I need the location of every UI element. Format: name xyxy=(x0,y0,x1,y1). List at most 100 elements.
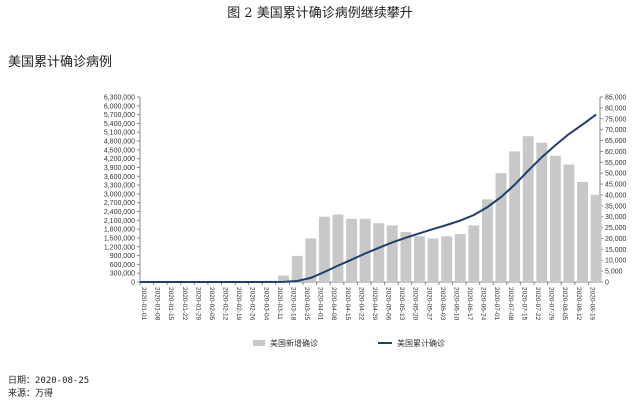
x-axis-tick-label: 2020-05-06 xyxy=(385,287,392,321)
x-axis-tick-label: 2020-07-15 xyxy=(520,287,527,321)
right-axis-tick-label: 75,000 xyxy=(605,116,627,123)
x-axis-tick-label: 2020-01-08 xyxy=(154,287,161,321)
footer: 日期：2020-08-25 来源：万得 xyxy=(8,375,89,401)
left-axis-tick-label: 5,100,000 xyxy=(104,130,135,137)
x-axis-tick-label: 2020-02-26 xyxy=(249,287,256,321)
x-axis-tick-label: 2020-02-19 xyxy=(235,287,242,321)
left-axis-tick-label: 5,400,000 xyxy=(104,121,135,128)
left-axis-tick-label: 600,000 xyxy=(110,262,135,269)
new-cases-bar xyxy=(305,238,317,282)
x-axis-tick-label: 2020-08-05 xyxy=(561,287,568,321)
x-axis-tick-label: 2020-04-29 xyxy=(371,287,378,321)
x-axis-tick-label: 2020-04-01 xyxy=(317,287,324,321)
x-axis-tick-label: 2020-03-25 xyxy=(303,287,310,321)
left-axis-tick-label: 6,000,000 xyxy=(104,103,135,110)
new-cases-bar xyxy=(495,173,507,282)
right-axis-tick-label: 20,000 xyxy=(605,236,627,243)
x-axis-tick-label: 2020-03-11 xyxy=(276,287,283,320)
new-cases-bar xyxy=(318,216,330,282)
x-axis-tick-label: 2020-03-04 xyxy=(262,287,269,321)
right-axis-tick-label: 40,000 xyxy=(605,192,627,199)
x-axis-tick-label: 2020-05-27 xyxy=(425,287,432,321)
right-axis-tick-label: 30,000 xyxy=(605,214,627,221)
x-axis-tick-label: 2020-01-29 xyxy=(194,287,201,321)
left-axis-tick-label: 4,500,000 xyxy=(104,147,135,154)
left-axis-tick-label: 4,800,000 xyxy=(104,139,135,146)
left-axis-tick-label: 2,400,000 xyxy=(104,209,135,216)
new-cases-bar xyxy=(291,255,303,282)
x-axis-tick-label: 2020-08-19 xyxy=(588,287,595,321)
right-axis-tick-label: 55,000 xyxy=(605,160,627,167)
left-axis-tick-label: 4,200,000 xyxy=(104,156,135,163)
right-axis-tick-label: 70,000 xyxy=(605,127,627,134)
x-axis-tick-label: 2020-02-05 xyxy=(208,287,215,321)
x-axis-tick-label: 2020-01-01 xyxy=(140,287,147,321)
left-axis-tick-label: 300,000 xyxy=(110,271,135,278)
chart-title: 美国累计确诊病例 xyxy=(8,55,113,70)
left-axis-tick-label: 3,000,000 xyxy=(104,191,135,198)
new-cases-bar xyxy=(400,231,412,282)
cumulative-cases-line xyxy=(140,113,597,283)
left-axis-tick-label: 3,300,000 xyxy=(104,183,135,190)
x-axis-tick-label: 2020-04-15 xyxy=(344,287,351,321)
right-axis-tick-label: 45,000 xyxy=(605,182,627,189)
x-axis-tick-label: 2020-07-29 xyxy=(548,287,555,321)
right-axis-tick-label: 25,000 xyxy=(605,225,627,232)
left-axis-tick-label: 1,200,000 xyxy=(104,244,135,251)
x-axis-tick-label: 2020-05-13 xyxy=(398,287,405,321)
right-axis-tick-label: 65,000 xyxy=(605,138,627,145)
legend-label-cumulative: 美国累计确诊 xyxy=(397,338,445,348)
x-axis-tick-label: 2020-07-22 xyxy=(534,287,541,321)
x-axis-tick-label: 2020-01-15 xyxy=(167,287,174,321)
right-axis-tick-label: 5,000 xyxy=(605,269,623,276)
x-axis-tick-label: 2020-06-10 xyxy=(452,287,459,321)
x-axis-tick-label: 2020-06-03 xyxy=(439,287,446,321)
footer-source: 来源：万得 xyxy=(8,389,54,399)
x-axis-tick-label: 2020-06-17 xyxy=(466,287,473,321)
x-axis-tick-label: 2020-01-22 xyxy=(181,287,188,321)
new-cases-bar xyxy=(414,236,425,282)
left-axis-tick-label: 6,300,000 xyxy=(104,95,135,102)
left-axis-tick-label: 2,100,000 xyxy=(104,218,135,225)
x-axis-tick-label: 2020-07-01 xyxy=(493,287,500,321)
x-axis-tick-label: 2020-03-18 xyxy=(289,287,296,321)
new-cases-bar xyxy=(386,225,398,282)
new-cases-bar xyxy=(427,238,439,282)
x-axis-tick-label: 2020-08-12 xyxy=(575,287,582,321)
right-axis-tick-label: 10,000 xyxy=(605,258,627,265)
right-axis-tick-label: 35,000 xyxy=(605,203,627,210)
x-axis-tick-label: 2020-07-08 xyxy=(507,287,514,321)
footer-date: 日期：2020-08-25 xyxy=(8,376,90,386)
x-axis-tick-label: 2020-05-20 xyxy=(412,287,419,321)
left-axis-tick-label: 3,900,000 xyxy=(104,165,135,172)
new-cases-bar xyxy=(359,218,371,282)
left-axis-tick-label: 5,700,000 xyxy=(104,112,135,119)
new-cases-bar xyxy=(373,223,385,282)
x-axis-tick-label: 2020-02-12 xyxy=(222,287,229,321)
new-cases-bar xyxy=(346,218,357,282)
x-axis-tick-label: 2020-06-24 xyxy=(480,287,487,321)
right-axis-tick-label: 15,000 xyxy=(605,247,627,254)
new-cases-bar xyxy=(536,142,548,282)
new-cases-bar xyxy=(549,155,561,282)
new-cases-bar xyxy=(441,236,453,282)
new-cases-bar xyxy=(468,225,480,282)
new-cases-bar xyxy=(332,214,344,282)
new-cases-bar xyxy=(522,136,534,282)
right-axis-tick-label: 50,000 xyxy=(605,171,627,178)
left-axis-tick-label: 1,500,000 xyxy=(104,235,135,242)
right-axis-tick-label: 0 xyxy=(605,280,609,287)
left-axis-tick-label: 1,800,000 xyxy=(104,227,135,234)
new-cases-bar xyxy=(454,234,466,282)
left-axis-tick-label: 900,000 xyxy=(110,253,135,260)
left-axis-tick-label: 3,600,000 xyxy=(104,174,135,181)
x-axis-tick-label: 2020-04-22 xyxy=(357,287,364,321)
new-cases-bar xyxy=(278,275,290,282)
left-axis-tick-label: 2,700,000 xyxy=(104,200,135,207)
new-cases-bar xyxy=(590,194,602,282)
new-cases-bar xyxy=(563,164,575,282)
right-axis-tick-label: 60,000 xyxy=(605,149,627,156)
right-axis-tick-label: 85,000 xyxy=(605,95,627,102)
legend-swatch-new-cases xyxy=(253,340,265,346)
